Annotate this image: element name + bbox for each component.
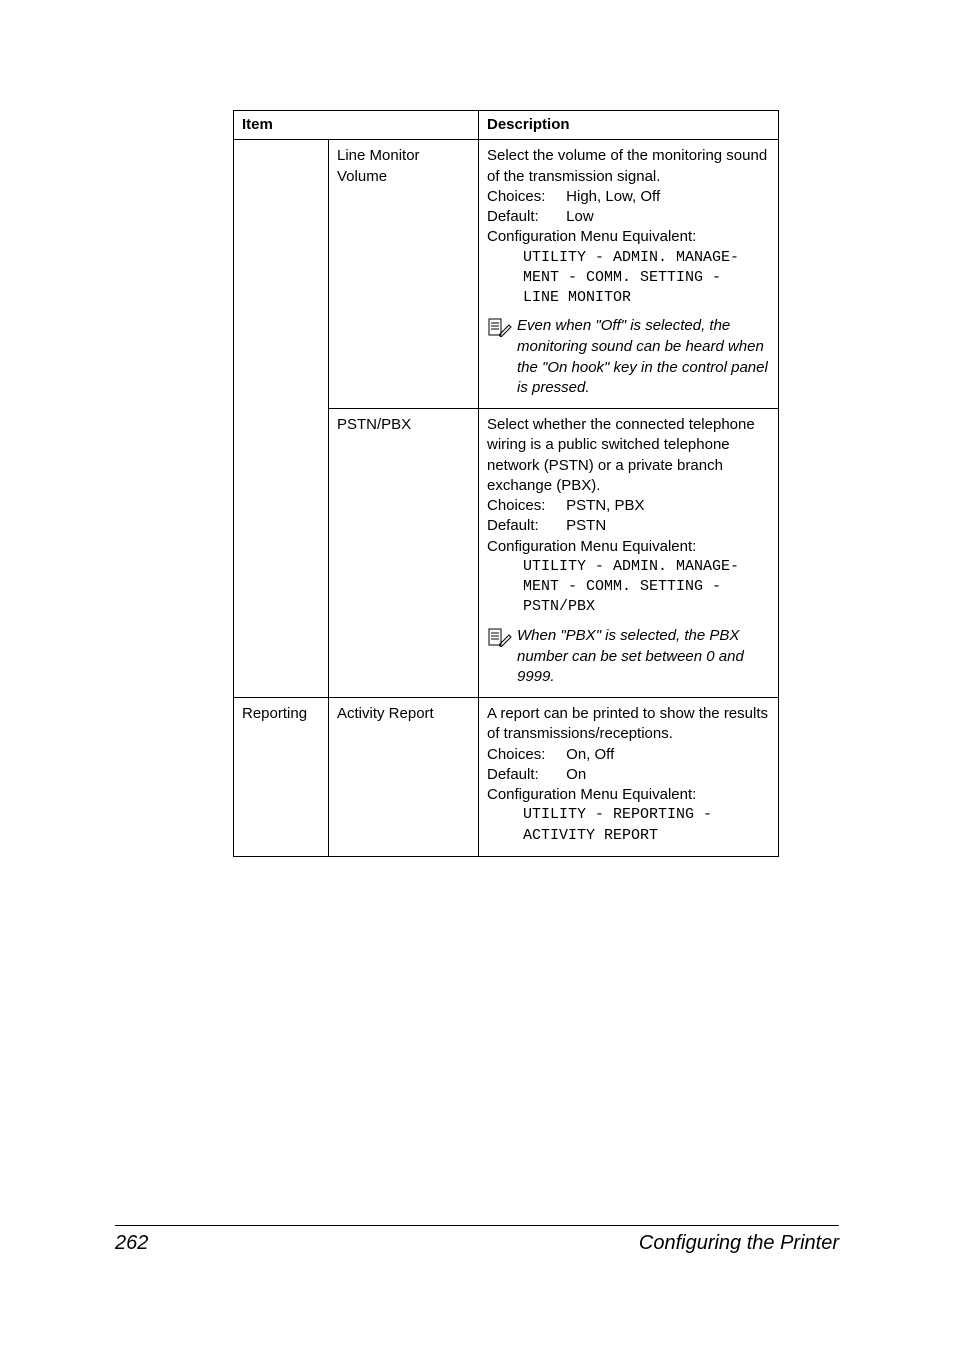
note-text: Even when "Off" is selected, the	[517, 316, 770, 336]
choices-value: PSTN, PBX	[566, 497, 644, 514]
cell-setting-name: PSTN/PBX	[329, 409, 479, 698]
page: Item Description Line Monitor Volume Sel…	[0, 0, 954, 1350]
config-path: MENT - COMM. SETTING -	[487, 577, 770, 597]
footer-title: Configuring the Printer	[639, 1232, 839, 1255]
default-value: PSTN	[566, 517, 606, 534]
config-path: ACTIVITY REPORT	[487, 826, 770, 846]
desc-text: A report can be printed to show the resu…	[487, 705, 768, 742]
cell-setting-name: Activity Report	[329, 698, 479, 857]
header-item: Item	[234, 111, 479, 140]
cell-description: Select whether the connected telephone w…	[479, 409, 779, 698]
table-row: Line Monitor Volume Select the volume of…	[234, 140, 779, 409]
default-value: On	[566, 766, 586, 783]
cell-description: Select the volume of the monitoring soun…	[479, 140, 779, 409]
note-icon	[487, 317, 513, 337]
cell-category-empty	[234, 140, 329, 698]
note-icon	[487, 627, 513, 647]
cell-category: Reporting	[234, 698, 329, 857]
table-header-row: Item Description	[234, 111, 779, 140]
config-label: Configuration Menu Equivalent:	[487, 228, 696, 245]
config-label: Configuration Menu Equivalent:	[487, 538, 696, 555]
note: Even when "Off" is selected, the	[487, 316, 770, 337]
choices-label: Choices:	[487, 187, 562, 207]
default-value: Low	[566, 208, 594, 225]
default-label: Default:	[487, 765, 562, 785]
choices-label: Choices:	[487, 745, 562, 765]
note-text-cont: number can be set between 0 and 9999.	[487, 647, 770, 688]
choices-value: On, Off	[566, 746, 614, 763]
config-path: PSTN/PBX	[487, 597, 770, 617]
config-path: UTILITY - ADMIN. MANAGE-	[487, 248, 770, 268]
desc-text: Select the volume of the monitoring soun…	[487, 147, 767, 184]
choices-value: High, Low, Off	[566, 188, 660, 205]
default-label: Default:	[487, 516, 562, 536]
config-label: Configuration Menu Equivalent:	[487, 786, 696, 803]
note-text-cont: monitoring sound can be heard when the "…	[487, 337, 770, 398]
default-label: Default:	[487, 207, 562, 227]
config-path: UTILITY - ADMIN. MANAGE-	[487, 557, 770, 577]
cell-setting-name: Line Monitor Volume	[329, 140, 479, 409]
desc-text: Select whether the connected telephone w…	[487, 416, 755, 494]
cell-description: A report can be printed to show the resu…	[479, 698, 779, 857]
choices-label: Choices:	[487, 496, 562, 516]
page-footer: 262 Configuring the Printer	[115, 1225, 839, 1255]
settings-table: Item Description Line Monitor Volume Sel…	[233, 110, 779, 857]
page-number: 262	[115, 1232, 148, 1255]
config-path: MENT - COMM. SETTING -	[487, 268, 770, 288]
header-description: Description	[479, 111, 779, 140]
config-path: UTILITY - REPORTING -	[487, 805, 770, 825]
note-text: When "PBX" is selected, the PBX	[517, 626, 770, 646]
table-row: Reporting Activity Report A report can b…	[234, 698, 779, 857]
note: When "PBX" is selected, the PBX	[487, 626, 770, 647]
config-path: LINE MONITOR	[487, 288, 770, 308]
